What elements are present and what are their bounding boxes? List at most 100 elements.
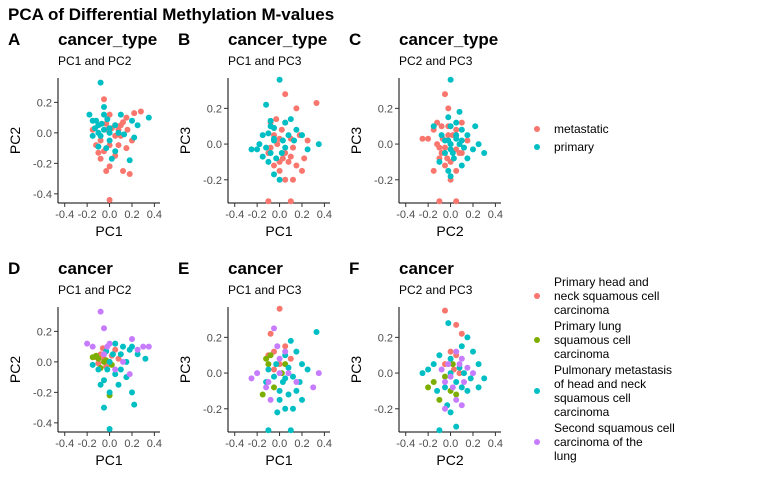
legend-label: carcinoma of the (554, 435, 643, 449)
data-point (430, 379, 437, 385)
x-axis-title: PC1 (95, 452, 122, 468)
data-point (445, 105, 452, 112)
data-point (299, 167, 305, 174)
data-point (129, 117, 135, 124)
y-tick-label: -0.2 (374, 404, 393, 416)
data-point (293, 105, 300, 112)
data-point (285, 132, 292, 139)
x-axis-title: PC2 (436, 223, 463, 239)
data-point (279, 155, 286, 162)
data-point (461, 144, 467, 151)
data-point (282, 343, 289, 350)
data-point (101, 111, 107, 118)
x-tick-label: 0.0 (102, 438, 117, 450)
x-tick-label: -0.4 (396, 209, 415, 221)
data-point (453, 126, 460, 133)
y-tick-label: -0.2 (33, 387, 52, 399)
data-point (299, 132, 305, 139)
panel-title: cancer_type (399, 30, 498, 49)
data-point (299, 396, 305, 403)
data-point (299, 361, 305, 368)
data-point (430, 123, 437, 130)
legend-key (534, 144, 540, 150)
x-tick-label: 0.4 (317, 209, 332, 221)
legend-label: carcinoma (554, 347, 610, 361)
data-point (126, 371, 133, 378)
y-tick-label: 0.0 (378, 368, 393, 380)
data-point (278, 126, 285, 133)
y-axis-title: PC3 (348, 127, 364, 154)
data-point (108, 155, 115, 162)
data-point (313, 100, 320, 106)
data-point (271, 384, 277, 391)
x-tick-label: -0.2 (419, 209, 438, 221)
data-point (106, 137, 113, 144)
data-point (453, 132, 460, 139)
data-point (291, 137, 298, 144)
legend-label: Second squamous cell (554, 421, 675, 435)
data-point (449, 384, 456, 391)
legend-key (534, 126, 540, 132)
data-point (276, 370, 283, 377)
data-point (458, 343, 465, 350)
data-point (464, 334, 471, 341)
data-point (470, 146, 476, 153)
data-point (453, 198, 460, 205)
data-point (456, 108, 463, 115)
data-point (282, 144, 289, 151)
x-tick-label: 0.4 (317, 438, 332, 450)
data-point (436, 396, 443, 403)
data-point (458, 162, 465, 169)
y-tick-label: -0.4 (33, 189, 52, 201)
data-point (101, 96, 107, 103)
data-point (475, 141, 482, 148)
data-point (453, 348, 460, 355)
panel-title: cancer_type (228, 30, 327, 49)
data-point (442, 405, 448, 412)
legend-label: lung (554, 449, 577, 463)
data-point (453, 167, 460, 174)
data-point (276, 176, 283, 183)
data-point (104, 366, 111, 373)
legend-label: Primary lung (554, 319, 621, 333)
data-point (481, 375, 488, 382)
y-tick-label: 0.2 (207, 332, 222, 344)
data-point (89, 132, 96, 139)
data-point (442, 150, 448, 156)
data-point (472, 123, 479, 130)
data-point (101, 351, 107, 358)
data-point (425, 384, 432, 391)
data-point (106, 125, 113, 132)
data-point (248, 375, 255, 382)
data-point (265, 158, 272, 165)
data-point (458, 384, 465, 391)
panel-letter: E (178, 259, 189, 278)
data-point (263, 101, 270, 108)
data-point (254, 146, 261, 153)
data-point (271, 135, 277, 142)
data-point (112, 346, 119, 353)
data-point (129, 336, 135, 342)
data-point (117, 111, 124, 118)
data-point (115, 129, 122, 136)
data-point (445, 114, 452, 121)
data-point (120, 358, 126, 365)
data-point (425, 135, 432, 142)
data-point (467, 375, 474, 382)
legend-label: Primary head and (554, 275, 649, 289)
data-point (95, 149, 102, 156)
data-point (456, 370, 463, 377)
data-point (282, 348, 289, 355)
data-point (104, 343, 111, 350)
data-point (265, 379, 272, 385)
data-point (461, 370, 467, 377)
data-point (137, 108, 144, 115)
data-point (98, 120, 105, 127)
data-point (106, 389, 113, 396)
data-point (287, 116, 294, 123)
